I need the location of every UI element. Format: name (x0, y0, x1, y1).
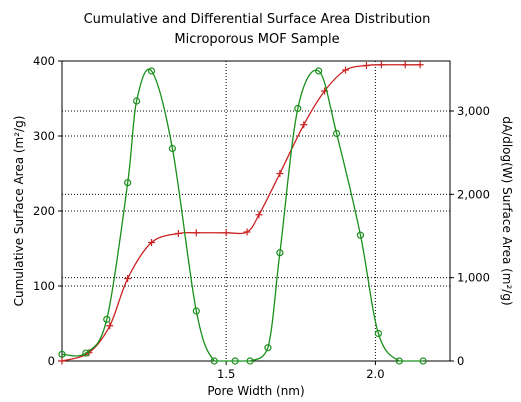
y-left-tick-label: 200 (33, 204, 55, 218)
differential-data-point (264, 344, 272, 352)
differential-data-point (210, 357, 218, 365)
differential-data-point (356, 231, 365, 239)
y-right-tick-label: 1,000 (457, 271, 490, 285)
cumulative-data-point (174, 230, 182, 237)
cumulative-data-point (124, 275, 132, 282)
cumulative-data-point (192, 229, 200, 237)
grid-layer (62, 61, 450, 361)
y-right-tick-label: 2,000 (457, 187, 490, 201)
cumulative-series (58, 61, 424, 365)
differential-data-point (246, 357, 254, 365)
cumulative-data-point (148, 239, 156, 246)
y-left-tick-label: 400 (33, 54, 55, 68)
differential-data-point (419, 357, 427, 365)
y-axis-right-title: dA/dlog(W) Surface Area (m²/g) (500, 116, 514, 305)
y-right-tick-label: 0 (457, 354, 464, 368)
differential-data-point (168, 144, 177, 153)
differential-series (58, 67, 427, 365)
cumulative-data-point (401, 61, 409, 69)
cumulative-data-point (362, 62, 370, 69)
cumulative-data-point (106, 322, 114, 330)
differential-data-point (103, 315, 111, 323)
series-layer (58, 61, 427, 365)
chart-title: Cumulative and Differential Surface Area… (84, 12, 431, 27)
x-tick-label: 1.5 (217, 367, 235, 381)
differential-data-point (82, 349, 90, 357)
y-left-tick-label: 300 (33, 129, 55, 143)
tick-layer: 1.5 2.0 0 100 200 300 400 0 1,000 2,000 3,000 (33, 54, 490, 381)
differential-data-point (315, 67, 323, 75)
differential-data-point (374, 329, 382, 338)
cumulative-data-point (243, 228, 251, 236)
differential-data-point (133, 97, 141, 105)
differential-data-point (124, 179, 132, 187)
differential-data-point (147, 67, 156, 75)
cumulative-series-line (61, 64, 421, 362)
cumulative-data-point (222, 229, 230, 237)
y-right-tick-label: 3,000 (457, 104, 490, 118)
cumulative-data-point (416, 61, 424, 69)
plot-frame (61, 60, 451, 362)
differential-data-point (192, 307, 200, 315)
differential-data-point (231, 357, 239, 365)
y-left-tick-label: 0 (48, 354, 55, 368)
cumulative-data-point (276, 170, 284, 177)
differential-data-point (332, 129, 341, 138)
differential-data-point (294, 104, 302, 113)
cumulative-data-point (300, 121, 308, 129)
chart-subtitle: Microporous MOF Sample (174, 32, 339, 47)
cumulative-data-point (342, 66, 350, 74)
y-left-tick-label: 100 (33, 279, 55, 293)
x-axis-title: Pore Width (nm) (207, 384, 304, 398)
differential-series-line (61, 68, 424, 362)
differential-data-point (395, 357, 403, 365)
cumulative-data-point (377, 61, 385, 69)
cumulative-data-point (58, 357, 66, 365)
cumulative-data-point (255, 211, 263, 219)
differential-data-point (58, 350, 66, 358)
y-axis-left-title: Cumulative Surface Area (m²/g) (12, 116, 26, 307)
differential-data-point (276, 249, 284, 257)
x-tick-label: 2.0 (366, 367, 384, 381)
